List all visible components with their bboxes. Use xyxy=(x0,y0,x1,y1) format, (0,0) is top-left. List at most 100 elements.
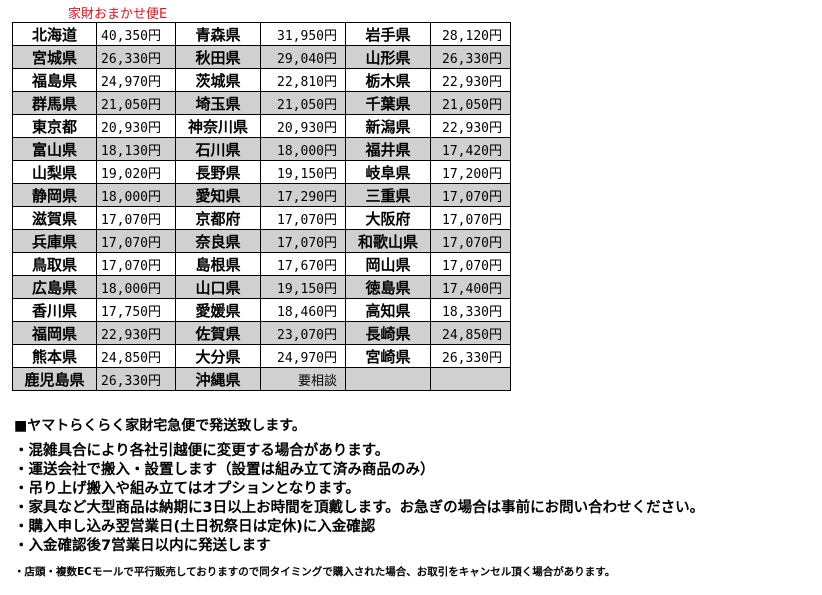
price-cell: 22,930円 xyxy=(96,321,176,345)
price-cell: 20,930円 xyxy=(260,114,346,138)
price-cell: 22,810円 xyxy=(260,68,346,92)
price-cell: 24,850円 xyxy=(96,344,176,368)
price-cell: 40,350円 xyxy=(96,22,176,46)
prefecture-cell: 京都府 xyxy=(175,206,261,230)
price-cell: 24,970円 xyxy=(96,68,176,92)
prefecture-cell: 長崎県 xyxy=(345,321,431,345)
price-cell: 17,070円 xyxy=(430,206,511,230)
price-cell: 17,070円 xyxy=(430,183,511,207)
prefecture-cell: 石川県 xyxy=(175,137,261,161)
price-cell: 21,050円 xyxy=(260,91,346,115)
prefecture-cell: 高知県 xyxy=(345,298,431,322)
table-row: 静岡県 18,000円 愛知県 17,290円 三重県 17,070円 xyxy=(12,183,511,207)
price-cell: 要相談 xyxy=(260,367,346,391)
table-row: 滋賀県 17,070円 京都府 17,070円 大阪府 17,070円 xyxy=(12,206,511,230)
prefecture-cell: 千葉県 xyxy=(345,91,431,115)
price-cell: 26,330円 xyxy=(430,45,511,69)
price-cell: 19,150円 xyxy=(260,275,346,299)
prefecture-cell: 栃木県 xyxy=(345,68,431,92)
table-row: 宮城県 26,330円 秋田県 29,040円 山形県 26,330円 xyxy=(12,45,511,69)
price-cell: 17,750円 xyxy=(96,298,176,322)
price-cell: 18,330円 xyxy=(430,298,511,322)
price-cell: 20,930円 xyxy=(96,114,176,138)
prefecture-cell: 佐賀県 xyxy=(175,321,261,345)
price-cell: 19,150円 xyxy=(260,160,346,184)
note-bullet: ・家具など大型商品は納期に3日以上お時間を頂戴します。お急ぎの場合は事前にお問い… xyxy=(14,500,705,516)
prefecture-cell: 長野県 xyxy=(175,160,261,184)
note-bullet: ・購入申し込み翌営業日(土日祝祭日は定休)に入金確認 xyxy=(14,519,376,535)
price-cell: 26,330円 xyxy=(96,45,176,69)
prefecture-cell: 山形県 xyxy=(345,45,431,69)
prefecture-cell: 島根県 xyxy=(175,252,261,276)
shipping-rate-table: 北海道 40,350円 青森県 31,950円 岩手県 28,120円 宮城県 26,330円… xyxy=(12,22,511,391)
price-cell: 22,930円 xyxy=(430,68,511,92)
price-cell: 18,000円 xyxy=(260,137,346,161)
prefecture-cell: 広島県 xyxy=(12,275,97,299)
prefecture-cell: 大分県 xyxy=(175,344,261,368)
shipping-plan-title: 家財おまかせ便E xyxy=(68,7,168,22)
prefecture-cell: 和歌山県 xyxy=(345,229,431,253)
price-cell: 21,050円 xyxy=(430,91,511,115)
prefecture-cell: 兵庫県 xyxy=(12,229,97,253)
prefecture-cell: 群馬県 xyxy=(12,91,97,115)
prefecture-cell: 茨城県 xyxy=(175,68,261,92)
prefecture-cell xyxy=(345,367,431,391)
prefecture-cell: 熊本県 xyxy=(12,344,97,368)
price-cell xyxy=(430,367,511,391)
price-cell: 31,950円 xyxy=(260,22,346,46)
prefecture-cell: 山口県 xyxy=(175,275,261,299)
note-small: ・店頭・複数ECモールで平行販売しておりますので同タイミングで購入された場合、お… xyxy=(14,566,616,578)
table-row: 東京都 20,930円 神奈川県 20,930円 新潟県 22,930円 xyxy=(12,114,511,138)
price-cell: 18,130円 xyxy=(96,137,176,161)
table-row: 福岡県 22,930円 佐賀県 23,070円 長崎県 24,850円 xyxy=(12,321,511,345)
prefecture-cell: 福島県 xyxy=(12,68,97,92)
table-row: 群馬県 21,050円 埼玉県 21,050円 千葉県 21,050円 xyxy=(12,91,511,115)
note-bullet: ・運送会社で搬入・設置します（設置は組み立て済み商品のみ） xyxy=(14,462,435,478)
prefecture-cell: 新潟県 xyxy=(345,114,431,138)
price-cell: 17,420円 xyxy=(430,137,511,161)
prefecture-cell: 岡山県 xyxy=(345,252,431,276)
price-cell: 28,120円 xyxy=(430,22,511,46)
note-bullet: ・入金確認後7営業日以内に発送します xyxy=(14,538,271,554)
prefecture-cell: 鹿児島県 xyxy=(12,367,97,391)
note-bullet: ・吊り上げ搬入や組み立てはオプションとなります。 xyxy=(14,481,360,497)
price-cell: 17,670円 xyxy=(260,252,346,276)
notes-heading: ■ヤマトらくらく家財宅急便で発送致します。 xyxy=(14,418,306,434)
prefecture-cell: 奈良県 xyxy=(175,229,261,253)
prefecture-cell: 静岡県 xyxy=(12,183,97,207)
prefecture-cell: 滋賀県 xyxy=(12,206,97,230)
prefecture-cell: 秋田県 xyxy=(175,45,261,69)
table-row: 熊本県 24,850円 大分県 24,970円 宮崎県 26,330円 xyxy=(12,344,511,368)
table-row: 広島県 18,000円 山口県 19,150円 徳島県 17,400円 xyxy=(12,275,511,299)
price-cell: 17,400円 xyxy=(430,275,511,299)
prefecture-cell: 山梨県 xyxy=(12,160,97,184)
prefecture-cell: 大阪府 xyxy=(345,206,431,230)
table-row: 北海道 40,350円 青森県 31,950円 岩手県 28,120円 xyxy=(12,22,511,46)
prefecture-cell: 岐阜県 xyxy=(345,160,431,184)
price-cell: 17,200円 xyxy=(430,160,511,184)
prefecture-cell: 宮城県 xyxy=(12,45,97,69)
price-cell: 18,460円 xyxy=(260,298,346,322)
prefecture-cell: 青森県 xyxy=(175,22,261,46)
prefecture-cell: 三重県 xyxy=(345,183,431,207)
price-cell: 17,290円 xyxy=(260,183,346,207)
prefecture-cell: 福井県 xyxy=(345,137,431,161)
shipping-notes: ■ヤマトらくらく家財宅急便で発送致します。 ・混雑具合により各社引越便に変更する… xyxy=(14,415,704,579)
prefecture-cell: 鳥取県 xyxy=(12,252,97,276)
prefecture-cell: 東京都 xyxy=(12,114,97,138)
price-cell: 17,070円 xyxy=(96,206,176,230)
prefecture-cell: 香川県 xyxy=(12,298,97,322)
price-cell: 18,000円 xyxy=(96,183,176,207)
price-cell: 22,930円 xyxy=(430,114,511,138)
prefecture-cell: 岩手県 xyxy=(345,22,431,46)
price-cell: 24,970円 xyxy=(260,344,346,368)
table-row: 山梨県 19,020円 長野県 19,150円 岐阜県 17,200円 xyxy=(12,160,511,184)
price-cell: 26,330円 xyxy=(430,344,511,368)
prefecture-cell: 愛媛県 xyxy=(175,298,261,322)
price-cell: 17,070円 xyxy=(260,206,346,230)
prefecture-cell: 徳島県 xyxy=(345,275,431,299)
prefecture-cell: 北海道 xyxy=(12,22,97,46)
price-cell: 19,020円 xyxy=(96,160,176,184)
price-cell: 18,000円 xyxy=(96,275,176,299)
prefecture-cell: 沖縄県 xyxy=(175,367,261,391)
